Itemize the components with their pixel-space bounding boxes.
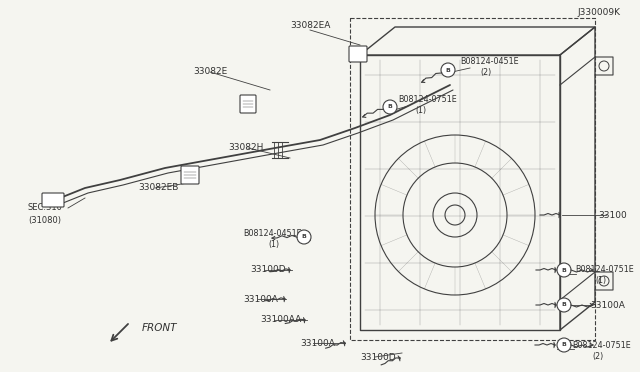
Text: B: B (388, 105, 392, 109)
Text: 33082EA: 33082EA (290, 20, 330, 29)
Text: B: B (301, 234, 307, 240)
FancyBboxPatch shape (240, 95, 256, 113)
Text: (1): (1) (415, 106, 426, 115)
Text: B: B (561, 267, 566, 273)
Text: 33100D: 33100D (250, 266, 285, 275)
Text: B08124-0751E: B08124-0751E (575, 266, 634, 275)
Text: SEC.310: SEC.310 (28, 203, 63, 212)
Text: B08124-0751E: B08124-0751E (398, 96, 457, 105)
Text: 33100D: 33100D (360, 353, 396, 362)
FancyBboxPatch shape (181, 166, 199, 184)
Text: 33100A: 33100A (243, 295, 278, 304)
Text: B08124-0751E: B08124-0751E (572, 340, 631, 350)
Text: 33100: 33100 (598, 211, 627, 219)
Text: B08124-0451E: B08124-0451E (243, 228, 301, 237)
FancyBboxPatch shape (42, 193, 64, 207)
Text: B: B (561, 302, 566, 308)
Text: (2): (2) (480, 68, 492, 77)
Circle shape (441, 63, 455, 77)
Text: 33100A: 33100A (300, 339, 335, 347)
Text: (31080): (31080) (28, 215, 61, 224)
Text: 33082H: 33082H (228, 144, 264, 153)
Circle shape (557, 338, 571, 352)
Circle shape (383, 100, 397, 114)
FancyBboxPatch shape (349, 46, 367, 62)
Circle shape (297, 230, 311, 244)
Text: FRONT: FRONT (142, 323, 177, 333)
Text: (1): (1) (595, 276, 606, 285)
Text: B08124-0451E: B08124-0451E (460, 58, 518, 67)
Text: B: B (561, 343, 566, 347)
Text: 33082EB: 33082EB (138, 183, 179, 192)
Text: B: B (445, 67, 451, 73)
Text: J330009K: J330009K (577, 8, 620, 17)
Text: (1): (1) (268, 240, 279, 248)
Text: 33100A: 33100A (590, 301, 625, 310)
Text: 33082E: 33082E (193, 67, 227, 77)
Circle shape (557, 263, 571, 277)
Text: 33100AA: 33100AA (260, 315, 301, 324)
Text: (2): (2) (592, 352, 604, 360)
Circle shape (557, 298, 571, 312)
